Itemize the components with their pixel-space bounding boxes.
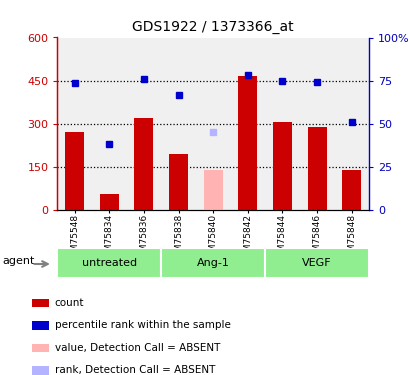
- Text: percentile rank within the sample: percentile rank within the sample: [55, 321, 230, 330]
- Bar: [32, 366, 49, 375]
- Text: Ang-1: Ang-1: [196, 258, 229, 267]
- Bar: [134, 118, 153, 210]
- Bar: [203, 170, 222, 210]
- Text: rank, Detection Call = ABSENT: rank, Detection Call = ABSENT: [55, 366, 215, 375]
- Bar: [57, 248, 161, 278]
- Bar: [342, 170, 360, 210]
- Bar: [161, 248, 265, 278]
- Text: agent: agent: [3, 256, 35, 266]
- Text: VEGF: VEGF: [301, 258, 331, 267]
- Text: count: count: [55, 298, 84, 308]
- Text: untreated: untreated: [81, 258, 137, 267]
- Text: value, Detection Call = ABSENT: value, Detection Call = ABSENT: [55, 343, 220, 353]
- Bar: [32, 344, 49, 352]
- Bar: [265, 248, 368, 278]
- Bar: [238, 76, 257, 210]
- Bar: [169, 154, 188, 210]
- Bar: [32, 321, 49, 330]
- Bar: [307, 127, 326, 210]
- Bar: [32, 298, 49, 307]
- Bar: [99, 194, 119, 210]
- Bar: [272, 122, 291, 210]
- Bar: [65, 132, 84, 210]
- Title: GDS1922 / 1373366_at: GDS1922 / 1373366_at: [132, 20, 293, 34]
